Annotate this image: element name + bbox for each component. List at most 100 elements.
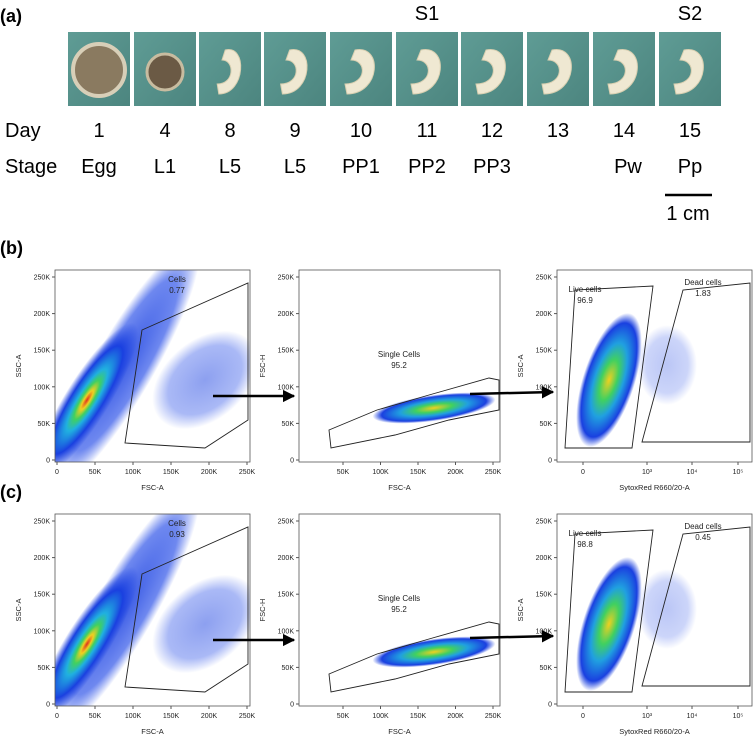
day: 14 (613, 120, 635, 142)
y-tick-label: 200K (278, 555, 295, 562)
x-tick-label: 250K (485, 713, 502, 720)
x-tick-label: 10⁴ (687, 713, 698, 720)
gate (124, 282, 249, 449)
group-label: S2 (678, 3, 702, 25)
x-axis-label: FSC-A (388, 483, 411, 492)
specimen-photo (264, 32, 326, 106)
y-tick-label: 250K (536, 275, 553, 282)
y-tick-label: 50K (38, 665, 51, 672)
x-tick-label: 0 (55, 469, 59, 476)
y-tick-label: 200K (34, 311, 51, 318)
day: 8 (224, 120, 235, 142)
panel-label: (b) (0, 238, 23, 258)
density-group (372, 636, 496, 668)
x-tick-label: 150K (410, 713, 427, 720)
stage: PP3 (473, 156, 511, 178)
y-tick-label: 0 (290, 458, 294, 465)
arrow (469, 386, 555, 399)
y-tick-label: 150K (278, 348, 295, 355)
y-tick-label: 0 (548, 702, 552, 709)
stage: PP1 (342, 156, 380, 178)
gate-value: 98.8 (577, 540, 593, 549)
x-tick-label: 150K (163, 469, 180, 476)
density (55, 566, 139, 706)
plot-frame (54, 513, 251, 707)
y-tick-label: 250K (34, 275, 51, 282)
y-tick-label: 150K (536, 348, 553, 355)
x-tick-label: 100K (372, 469, 389, 476)
gate-name: Live cells (569, 285, 602, 294)
gate-value: 0.93 (169, 530, 185, 539)
y-tick-label: 0 (290, 702, 294, 709)
x-tick-label: 250K (239, 713, 256, 720)
x-tick-label: 10³ (642, 713, 653, 720)
y-axis-label: SSC-A (516, 355, 525, 378)
plot: 0 50K 100K 150K 200K 250K 0 10³ 10⁴ 10⁵ SytoxRed R… (516, 269, 753, 492)
plot-frame (556, 269, 753, 463)
x-tick-label: 50K (337, 469, 350, 476)
y-tick-label: 200K (536, 555, 553, 562)
x-tick-label: 50K (89, 469, 102, 476)
y-tick-label: 50K (282, 421, 295, 428)
specimen (145, 52, 185, 92)
gate-value: 95.2 (391, 605, 407, 614)
y-axis-label: FSC-H (258, 355, 267, 378)
gate-value: 0.45 (695, 533, 711, 542)
gate-name: Cells (168, 275, 186, 284)
density-group (55, 270, 250, 462)
x-tick-label: 10⁴ (687, 469, 698, 476)
gate-name: Dead cells (684, 522, 721, 531)
gate-value: 1.83 (695, 289, 711, 298)
panel-label: (c) (0, 482, 22, 502)
y-tick-label: 250K (34, 519, 51, 526)
specimen (673, 49, 704, 95)
density (152, 574, 250, 674)
gate-name: Single Cells (378, 594, 420, 603)
x-tick-label: 200K (447, 713, 464, 720)
specimen-photo (527, 32, 589, 106)
day: 12 (481, 120, 503, 142)
gate (564, 529, 654, 693)
group-label: S1 (415, 3, 439, 25)
y-tick-label: 250K (536, 519, 553, 526)
row-label: Stage (5, 156, 57, 178)
specimen (410, 49, 441, 95)
gate-name: Live cells (569, 529, 602, 538)
density-group (55, 514, 250, 706)
y-tick-label: 100K (34, 628, 51, 635)
specimen-photo (396, 32, 458, 106)
y-axis-label: SSC-A (516, 599, 525, 622)
density (372, 392, 496, 424)
x-tick-label: 10³ (642, 469, 653, 476)
x-tick-label: 0 (581, 713, 585, 720)
x-tick-label: 100K (125, 469, 142, 476)
density (55, 322, 139, 462)
x-tick-label: 200K (201, 469, 218, 476)
y-tick-label: 100K (278, 628, 295, 635)
y-tick-label: 250K (278, 275, 295, 282)
specimen (541, 49, 572, 95)
plot-frame (298, 513, 501, 707)
plot: 0 50K 100K 150K 200K 250K 50K 100K 150K 200K 250K F… (258, 269, 501, 492)
stage: Pw (614, 156, 642, 178)
y-axis-label: SSC-A (14, 599, 23, 622)
gate (564, 285, 654, 449)
x-tick-label: 200K (447, 469, 464, 476)
specimen (475, 49, 506, 95)
day: 13 (547, 120, 569, 142)
specimen-photo (593, 32, 655, 106)
y-tick-label: 200K (536, 311, 553, 318)
gate (641, 282, 751, 443)
panel-label: (a) (0, 6, 22, 26)
y-tick-label: 50K (38, 421, 51, 428)
y-axis-label: FSC-H (258, 599, 267, 622)
y-tick-label: 150K (34, 348, 51, 355)
arrow (469, 630, 555, 643)
density (637, 325, 697, 405)
plot: 0 50K 100K 150K 200K 250K 0 50K 100K 150K 200K 250K… (14, 513, 256, 736)
x-axis-label: SytoxRed R660/20-A (619, 727, 689, 736)
gate-name: Dead cells (684, 278, 721, 287)
y-tick-label: 100K (536, 384, 553, 391)
specimen-photo (461, 32, 523, 106)
y-tick-label: 150K (536, 592, 553, 599)
